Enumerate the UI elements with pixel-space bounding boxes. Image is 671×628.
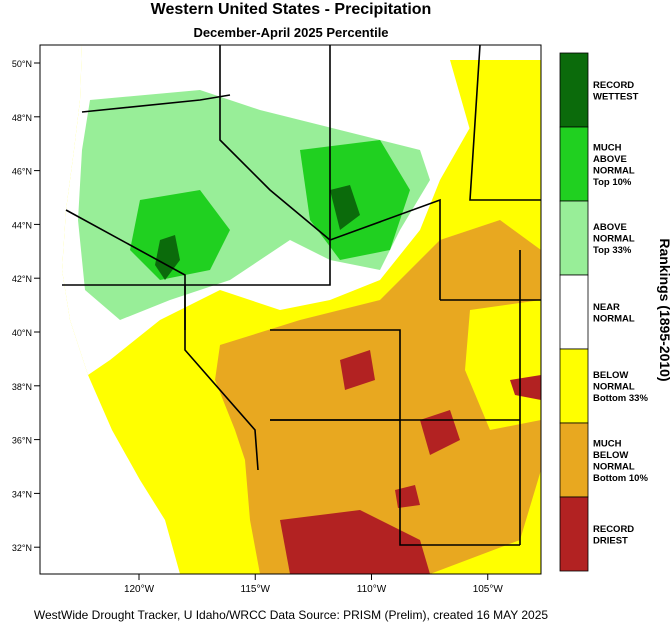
footer: WestWide Drought Tracker, U Idaho/WRCC D… bbox=[34, 608, 549, 622]
legend-swatch bbox=[559, 126, 589, 202]
map-frame bbox=[39, 44, 542, 575]
legend-label: Top 10% bbox=[593, 177, 632, 188]
lat-label: 36°N bbox=[12, 436, 32, 446]
legend-label: Top 33% bbox=[593, 245, 632, 256]
legend-label: DRIEST bbox=[593, 535, 628, 546]
title: Western United States - Precipitation bbox=[151, 1, 432, 18]
lat-label: 32°N bbox=[12, 543, 32, 553]
legend-swatch bbox=[559, 496, 589, 572]
legend-swatch bbox=[559, 52, 589, 128]
lat-label: 38°N bbox=[12, 382, 32, 392]
lat-label: 42°N bbox=[12, 274, 32, 284]
lat-label: 46°N bbox=[12, 167, 32, 177]
legend-label: ABOVE bbox=[593, 154, 627, 165]
legend-swatch bbox=[559, 274, 589, 350]
legend-label: RECORD bbox=[593, 80, 634, 91]
legend-label: BELOW bbox=[593, 370, 628, 381]
legend-label: Bottom 33% bbox=[593, 393, 648, 404]
legend-label: NORMAL bbox=[593, 234, 635, 245]
legend-label: NORMAL bbox=[593, 382, 635, 393]
subtitle: December-April 2025 Percentile bbox=[193, 25, 388, 40]
lon-label: 120°W bbox=[124, 584, 155, 595]
legend-label: NORMAL bbox=[593, 461, 635, 472]
legend-label: RECORD bbox=[593, 524, 634, 535]
legend-label: MUCH bbox=[593, 438, 622, 449]
map bbox=[40, 45, 541, 574]
lat-label: 44°N bbox=[12, 220, 32, 230]
lon-label: 110°W bbox=[357, 584, 387, 595]
lat-label: 40°N bbox=[12, 328, 32, 338]
legend-title: Rankings (1895-2010) bbox=[657, 238, 671, 381]
legend-swatch bbox=[559, 200, 589, 276]
legend-label: NEAR bbox=[593, 302, 620, 313]
lat-label: 50°N bbox=[12, 59, 32, 69]
legend-label: WETTEST bbox=[593, 91, 639, 102]
legend-label: ABOVE bbox=[593, 222, 627, 233]
legend-label: Bottom 10% bbox=[593, 473, 648, 484]
lon-label: 115°W bbox=[241, 584, 271, 595]
legend-label: MUCH bbox=[593, 142, 622, 153]
lat-label: 48°N bbox=[12, 113, 32, 123]
lon-label: 105°W bbox=[473, 584, 504, 595]
legend-label: NORMAL bbox=[593, 313, 635, 324]
lat-label: 34°N bbox=[12, 489, 32, 499]
legend-label: NORMAL bbox=[593, 165, 635, 176]
legend-swatch bbox=[559, 348, 589, 424]
legend-label: BELOW bbox=[593, 450, 628, 461]
legend-swatch bbox=[559, 422, 589, 498]
